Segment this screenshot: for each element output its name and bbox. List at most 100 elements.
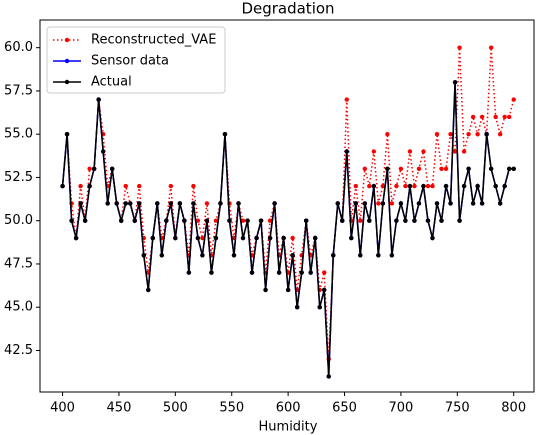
data-point [91, 166, 97, 171]
data-point [177, 201, 183, 206]
data-point [69, 218, 74, 223]
data-point [168, 183, 174, 189]
data-point [213, 218, 219, 223]
data-point [394, 183, 399, 189]
data-point [371, 149, 377, 154]
data-point [425, 218, 431, 223]
data-point [141, 253, 146, 258]
legend-label: Actual [91, 75, 132, 90]
y-tick-label: 50.0 [4, 213, 33, 228]
data-point [150, 235, 155, 241]
data-point [60, 183, 65, 189]
chart-title: Degradation [241, 0, 334, 18]
data-point [87, 183, 92, 189]
data-point [317, 305, 322, 310]
data-point [367, 183, 372, 189]
x-axis-label: Humidity [259, 420, 318, 435]
data-point [218, 201, 223, 206]
data-point [209, 270, 214, 275]
data-point [146, 287, 151, 293]
data-point [376, 253, 381, 258]
data-point [263, 287, 268, 293]
data-point [403, 183, 408, 189]
data-point [254, 235, 259, 241]
data-point [87, 166, 92, 171]
data-point [290, 235, 295, 241]
data-point [272, 201, 277, 206]
data-point [461, 183, 467, 189]
y-tick-label: 45.0 [4, 300, 33, 315]
data-point [258, 218, 264, 223]
data-point [488, 166, 494, 171]
data-point [380, 183, 386, 189]
data-point [466, 166, 471, 171]
data-point [502, 114, 507, 120]
data-point [475, 183, 480, 189]
data-point [204, 218, 210, 223]
data-point [412, 183, 417, 189]
legend-marker [64, 58, 70, 64]
data-point [511, 166, 516, 171]
data-point [326, 374, 331, 379]
data-point [367, 218, 372, 223]
data-point [267, 218, 273, 223]
y-tick-label: 60.0 [4, 40, 33, 55]
x-tick-label: 650 [332, 401, 357, 416]
data-point [191, 183, 196, 189]
data-point [443, 183, 449, 189]
series-line [61, 82, 514, 377]
data-point [394, 218, 399, 223]
data-point [73, 235, 79, 241]
data-point [222, 131, 228, 137]
data-point [457, 45, 462, 50]
legend-label: Reconstructed_VAE [91, 33, 216, 48]
data-point [416, 166, 422, 171]
data-point [385, 166, 390, 171]
data-point [312, 235, 318, 241]
series-line [61, 47, 515, 360]
data-point [114, 201, 119, 206]
data-point [249, 270, 255, 275]
data-point [344, 97, 349, 102]
data-point [439, 218, 444, 223]
data-point [245, 218, 250, 223]
data-point [200, 235, 205, 241]
data-point [475, 131, 480, 137]
data-point [443, 166, 449, 171]
data-point [159, 253, 165, 258]
data-point [290, 253, 295, 258]
data-point [137, 201, 142, 206]
data-point [407, 149, 413, 154]
data-point [470, 114, 476, 120]
data-point [457, 218, 462, 223]
data-point [276, 270, 282, 275]
data-point [425, 183, 431, 189]
x-tick-label: 550 [219, 401, 244, 416]
data-point [119, 218, 124, 223]
data-point [204, 201, 210, 206]
data-point [340, 218, 345, 223]
data-point [389, 201, 395, 206]
data-point [267, 235, 273, 241]
data-point [448, 131, 453, 137]
data-point [240, 235, 246, 241]
data-point [421, 183, 426, 189]
data-point [105, 201, 110, 206]
data-point [488, 45, 494, 50]
data-point [385, 131, 390, 137]
data-point [502, 183, 507, 189]
y-tick-label: 52.5 [4, 170, 33, 185]
data-point [452, 80, 458, 85]
data-point [78, 183, 83, 189]
data-point [344, 149, 349, 154]
data-point [439, 166, 444, 171]
data-point [195, 218, 201, 223]
data-point [353, 201, 358, 206]
data-point [484, 131, 489, 137]
data-point [430, 235, 435, 241]
data-point [430, 183, 435, 189]
x-tick-label: 400 [50, 401, 75, 416]
data-point [421, 149, 426, 154]
data-point [78, 201, 83, 206]
